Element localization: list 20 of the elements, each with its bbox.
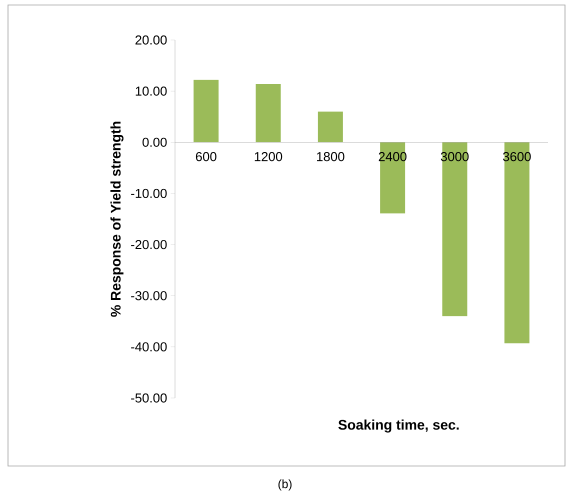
x-tick-label: 600	[196, 152, 216, 162]
text: (b)	[278, 479, 292, 491]
y-tick-label: -40.00	[131, 342, 167, 352]
bar	[380, 142, 406, 214]
bar	[442, 142, 468, 316]
x-tick-label: 1200	[254, 152, 282, 162]
bar	[504, 142, 530, 344]
y-tick-label: -50.00	[131, 393, 167, 403]
y-tick-label: 10.00	[136, 86, 167, 96]
y-tick-label: 0.00	[142, 138, 167, 147]
y-tick-label: -30.00	[131, 291, 167, 300]
y-tick-label: 20.00	[135, 35, 167, 45]
x-tick-label: 1800	[317, 152, 344, 162]
bar	[194, 80, 219, 142]
y-tick-label: -20.00	[131, 240, 167, 250]
bar	[318, 112, 343, 142]
y-tick-label: -10.00	[131, 188, 167, 198]
bar	[256, 84, 281, 142]
y-axis-title: % Response of Yield strength	[110, 122, 124, 317]
x-axis-title: Soaking time, sec.	[338, 420, 459, 433]
